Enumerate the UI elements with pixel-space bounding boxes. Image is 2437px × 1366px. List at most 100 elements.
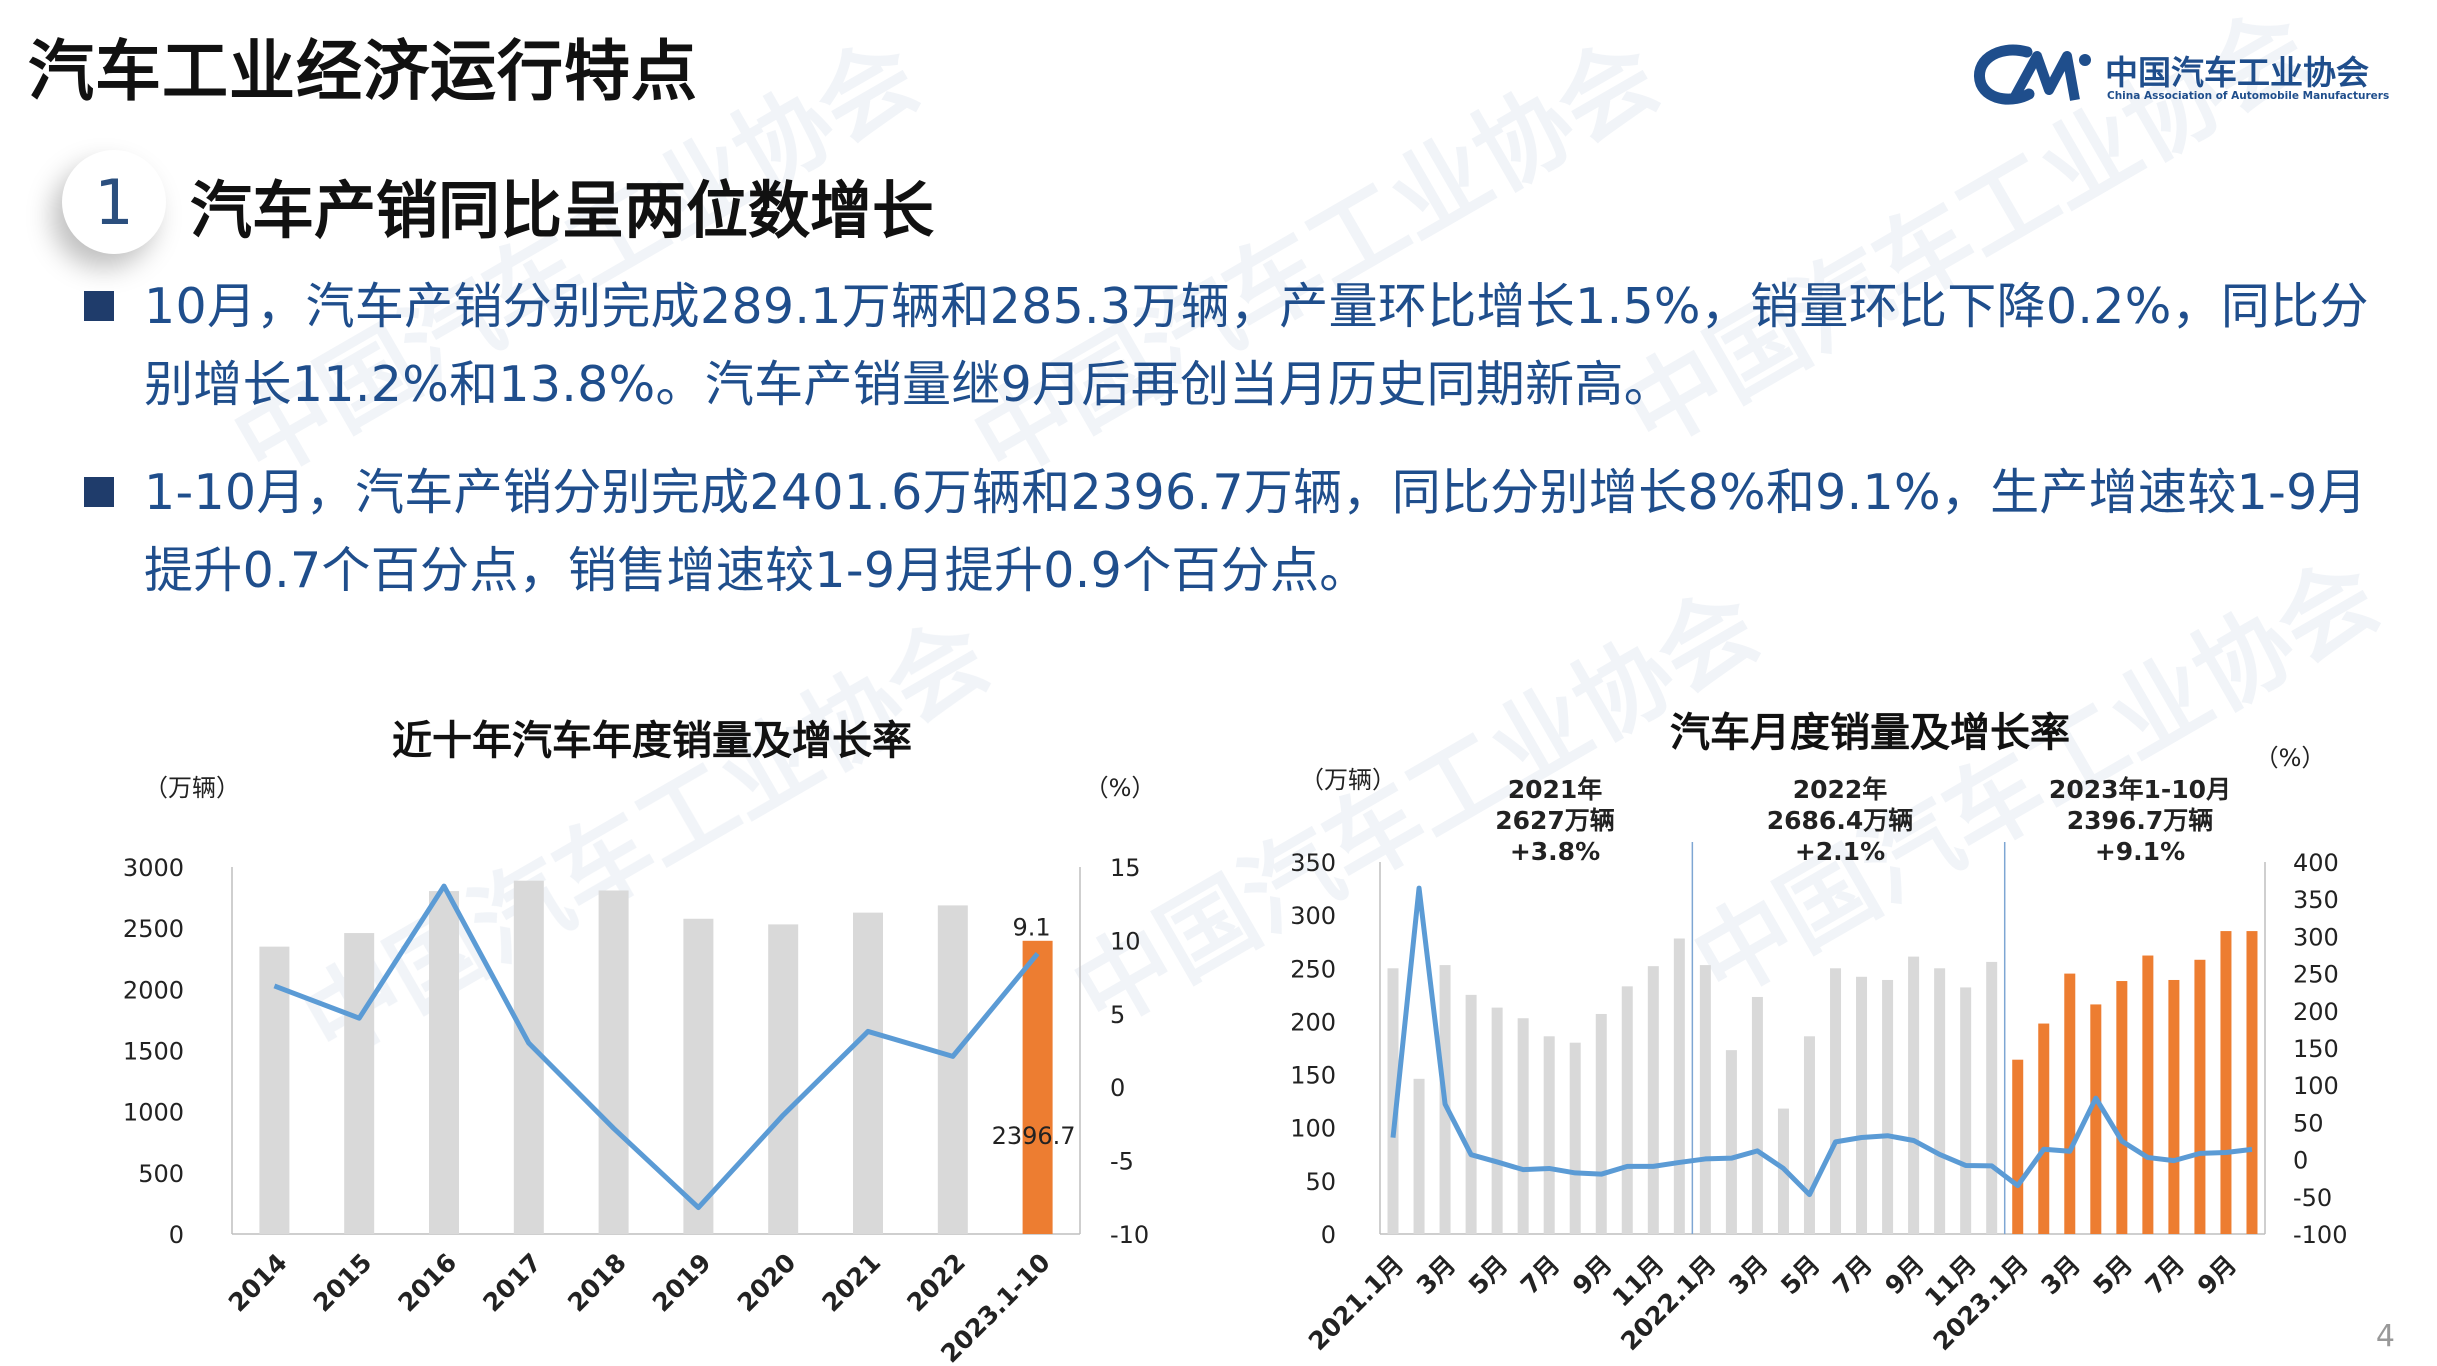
bar — [1934, 968, 1946, 1234]
bar — [1673, 938, 1685, 1234]
left-tick-label: 500 — [138, 1160, 184, 1188]
right-tick-label: 10 — [1110, 927, 1141, 955]
right-tick-label: 100 — [2293, 1072, 2339, 1100]
bar — [259, 946, 290, 1234]
bar — [1647, 966, 1659, 1234]
bullet-item: 1-10月，汽车产销分别完成2401.6万辆和2396.7万辆，同比分别增长8%… — [84, 454, 2414, 610]
page-number: 4 — [2375, 1319, 2395, 1354]
left-tick-label: 150 — [1290, 1062, 1336, 1090]
x-tick-label: 2020 — [732, 1248, 802, 1318]
bar — [1543, 1036, 1555, 1234]
bar — [598, 890, 629, 1234]
bar — [344, 933, 375, 1234]
right-tick-label: 0 — [2293, 1147, 2308, 1175]
x-tick-label: 2015 — [308, 1248, 378, 1318]
bar — [2090, 1004, 2102, 1234]
left-tick-label: 50 — [1305, 1168, 1336, 1196]
x-tick-label: 5月 — [1775, 1250, 1825, 1300]
logo-name-en: China Association of Automobile Manufact… — [2107, 90, 2390, 102]
caam-logo-mark — [1974, 44, 2091, 105]
bar — [1517, 1018, 1529, 1234]
right-tick-label: 150 — [2293, 1035, 2339, 1063]
left-tick-label: 2500 — [123, 915, 184, 943]
caam-logo: 中国汽车工业协会 China Association of Automobile… — [1967, 40, 2389, 110]
bar — [429, 891, 459, 1234]
bullet-square-icon — [84, 291, 114, 321]
left-tick-label: 0 — [1321, 1221, 1336, 1249]
section-heading: 汽车产销同比呈两位数增长 — [190, 174, 935, 247]
x-tick-label: 7月 — [1515, 1250, 1565, 1300]
bar — [2194, 959, 2206, 1234]
line-data-label: 9.1 — [1013, 914, 1051, 942]
monthly-chart-title: 汽车月度销量及增长率 — [1670, 710, 2070, 756]
annotation-year: 2022年 — [1793, 775, 1888, 804]
left-tick-label: 1000 — [123, 1099, 184, 1127]
left-tick-label: 1500 — [123, 1038, 184, 1066]
bar — [2038, 1023, 2050, 1234]
bar — [1569, 1042, 1581, 1234]
x-tick-label: 7月 — [1827, 1250, 1877, 1300]
bar — [683, 918, 714, 1234]
right-tick-label: 250 — [2293, 961, 2339, 989]
growth-line — [273, 883, 1040, 1211]
section-number-badge: 1 — [62, 150, 166, 254]
bar — [2142, 955, 2154, 1234]
x-tick-label: 2014 — [223, 1248, 293, 1318]
left-tick-label: 0 — [169, 1221, 184, 1249]
left-tick-label: 100 — [1290, 1115, 1336, 1143]
left-tick-label: 300 — [1290, 902, 1336, 930]
bar — [1986, 961, 1998, 1234]
left-tick-label: 3000 — [123, 854, 184, 882]
right-tick-label: 400 — [2293, 849, 2339, 877]
bar — [1882, 979, 1894, 1234]
x-tick-label: 3月 — [1411, 1250, 1461, 1300]
bar — [1830, 968, 1842, 1234]
right-tick-label: -5 — [1110, 1148, 1134, 1176]
right-tick-label: -50 — [2293, 1184, 2332, 1212]
annotation-growth: +3.8% — [1510, 837, 1600, 866]
bar — [1491, 1007, 1503, 1234]
bar — [2116, 981, 2128, 1234]
bar — [1621, 986, 1633, 1234]
bar — [1856, 976, 1868, 1234]
x-tick-label: 3月 — [2036, 1250, 2086, 1300]
monthly-sales-chart: （万辆） （%） 350 300 250 200 150 100 50 0 400 350 300 250… — [1290, 744, 2347, 1356]
right-tick-label: -10 — [1110, 1221, 1149, 1249]
x-tick-label: 2016 — [393, 1248, 463, 1318]
bar — [2168, 979, 2180, 1234]
right-tick-label: 15 — [1110, 854, 1141, 882]
bar — [2012, 1059, 2024, 1234]
right-tick-label: 300 — [2293, 923, 2339, 951]
x-tick-label: 9月 — [2192, 1250, 2242, 1300]
bar — [1465, 994, 1477, 1234]
bar — [1751, 996, 1763, 1234]
bullet-square-icon — [84, 477, 114, 507]
bar — [768, 924, 799, 1234]
bullet-text: 1-10月，汽车产销分别完成2401.6万辆和2396.7万辆，同比分别增长8%… — [144, 464, 2367, 599]
annotation-total: 2686.4万辆 — [1767, 806, 1913, 835]
bar — [1960, 987, 1972, 1234]
annotation-growth: +9.1% — [2095, 837, 2185, 866]
watermark-text: 中国汽车工业协会 — [956, 19, 1677, 500]
right-tick-label: 350 — [2293, 886, 2339, 914]
annotation-total: 2396.7万辆 — [2067, 806, 2213, 835]
bar — [1803, 1036, 1815, 1234]
annotation-growth: +2.1% — [1795, 837, 1885, 866]
bar — [853, 912, 883, 1234]
left-axis-unit: （万辆） — [144, 774, 240, 802]
bullet-text: 10月，汽车产销分别完成289.1万辆和285.3万辆，产量环比增长1.5%，销… — [144, 278, 2369, 413]
bar — [2246, 931, 2258, 1234]
annotation-year: 2021年 — [1508, 775, 1603, 804]
bar — [1387, 968, 1399, 1234]
x-tick-label: 5月 — [2088, 1250, 2138, 1300]
right-tick-label: 50 — [2293, 1109, 2324, 1137]
annotation-year: 2023年1-10月 — [2049, 775, 2231, 804]
annual-sales-chart: （万辆） （%） 3000 2500 2000 1500 1000 500 0 15 10 5 0 -5 -… — [123, 774, 1156, 1366]
right-axis-unit: （%） — [1085, 774, 1156, 802]
right-tick-label: 200 — [2293, 998, 2339, 1026]
bar — [2220, 931, 2232, 1234]
bar — [1413, 1078, 1425, 1234]
right-tick-label: 0 — [1110, 1074, 1125, 1102]
bar — [1699, 965, 1711, 1234]
x-tick-label: 2021.1月 — [1303, 1250, 1409, 1356]
